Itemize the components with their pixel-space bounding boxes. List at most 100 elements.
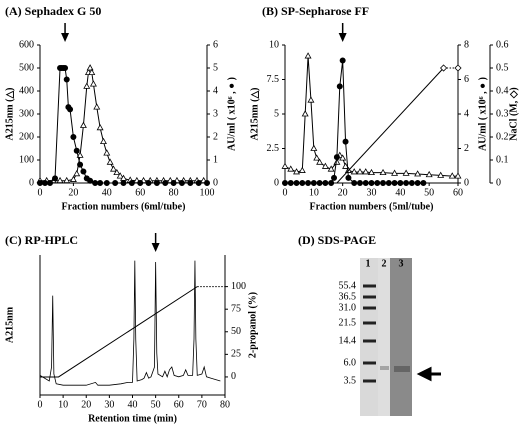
triangle-marker	[448, 172, 456, 179]
y2-axis-label: AU/ml ( x10⁶ , ● )	[477, 77, 488, 151]
circle-marker	[356, 179, 363, 186]
circle-marker	[120, 179, 127, 186]
circle-marker	[92, 179, 99, 186]
x-tick-label: 30	[104, 399, 114, 410]
x-tick-label: 0	[38, 399, 43, 410]
circle-marker	[336, 83, 343, 90]
triangle-marker	[103, 149, 111, 156]
triangle-marker	[454, 172, 462, 179]
marker-label: 3.5	[344, 375, 357, 386]
y-tick-label: 200	[19, 131, 34, 142]
x-tick-label: 10	[309, 187, 319, 198]
y2-tick-label: 0	[231, 371, 236, 382]
y2-tick-label: 2	[213, 131, 218, 142]
circle-marker	[67, 106, 74, 113]
y2-axis-label: 2-propanol (%)	[247, 292, 258, 358]
y-tick-label: 600	[19, 39, 34, 50]
triangle-marker	[298, 166, 306, 173]
y3-tick-label: 0.3	[496, 108, 509, 119]
circle-marker	[73, 147, 80, 154]
circle-marker	[408, 179, 415, 186]
circle-marker	[62, 65, 69, 72]
gel-arrow	[416, 366, 441, 382]
circle-marker	[42, 179, 49, 186]
y2-tick-label: 0	[213, 177, 218, 188]
chart-title: (A) Sephadex G 50	[5, 4, 101, 18]
y3-axis-label: NaCl (M, ◇)	[508, 87, 519, 141]
circle-marker	[70, 133, 77, 140]
triangle-marker	[362, 168, 370, 175]
triangle-marker	[79, 121, 87, 128]
y3-tick-label: 0.1	[496, 154, 509, 165]
circle-marker	[52, 175, 59, 182]
marker-band	[363, 306, 376, 310]
x-tick-label: 0	[38, 187, 43, 198]
x-tick-label: 20	[68, 187, 78, 198]
marker-label: 36.5	[339, 291, 357, 302]
gel-lane-3	[390, 258, 412, 416]
triangle-marker	[333, 158, 341, 165]
y2-tick-label: 3	[213, 108, 218, 119]
series-line	[40, 286, 198, 378]
marker-label: 6.0	[344, 357, 357, 368]
triangle-marker	[281, 162, 289, 169]
triangle-marker	[368, 168, 375, 176]
triangle-marker	[414, 170, 422, 177]
circle-marker	[391, 179, 398, 186]
gel-lane-2	[378, 258, 390, 416]
y2-tick-label: 4	[213, 85, 218, 96]
circle-marker	[374, 179, 381, 186]
y3-tick-label: 0.5	[496, 62, 509, 73]
triangle-marker	[301, 110, 309, 117]
triangle-marker	[342, 162, 350, 169]
triangle-marker	[339, 154, 347, 161]
y3-tick-label: 0	[496, 177, 501, 188]
circle-marker	[112, 179, 119, 186]
y2-axis-label: AU/ml ( x10⁶ , ● )	[226, 77, 237, 151]
y-tick-label: 100	[19, 154, 34, 165]
y-axis-label: A215nm (△)	[4, 88, 15, 141]
y-tick-label: 500	[19, 62, 34, 73]
triangle-marker	[304, 52, 312, 59]
y3-tick-label: 0.4	[496, 85, 509, 96]
circle-marker	[351, 179, 358, 186]
y2-tick-label: 1	[213, 154, 218, 165]
triangle-marker	[106, 158, 114, 165]
circle-marker	[195, 179, 202, 186]
y-axis-label: A215nm (△)	[249, 88, 260, 141]
y-tick-label: 7.5	[267, 74, 280, 85]
circle-marker	[322, 179, 329, 186]
triangle-marker	[437, 171, 445, 178]
circle-marker	[37, 179, 44, 186]
x-tick-label: 70	[197, 399, 207, 410]
circle-marker	[333, 154, 340, 161]
triangle-marker	[88, 68, 96, 75]
circle-marker	[403, 179, 410, 186]
circle-marker	[342, 138, 349, 145]
circle-marker	[305, 179, 312, 186]
x-tick-label: 80	[220, 399, 230, 410]
circle-marker	[63, 76, 70, 83]
circle-marker	[362, 179, 369, 186]
triangle-marker	[316, 158, 324, 165]
x-tick-label: 40	[128, 399, 138, 410]
triangle-marker	[109, 165, 117, 172]
chart-title: (B) SP-Sepharose FF	[262, 4, 369, 18]
circle-marker	[331, 174, 338, 181]
y2-tick-label: 2	[464, 143, 469, 154]
triangle-marker	[313, 154, 321, 161]
y-tick-label: 300	[19, 108, 34, 119]
marker-band	[363, 339, 376, 343]
x-tick-label: 20	[81, 399, 91, 410]
gel-title: (D) SDS-PAGE	[298, 233, 376, 247]
circle-marker	[80, 168, 87, 175]
triangle-marker	[287, 165, 295, 172]
triangle-marker	[391, 169, 399, 176]
circle-marker	[47, 179, 54, 186]
triangle-marker	[56, 176, 64, 184]
circle-marker	[97, 179, 104, 186]
circle-marker	[316, 179, 323, 186]
triangle-marker	[69, 175, 77, 182]
